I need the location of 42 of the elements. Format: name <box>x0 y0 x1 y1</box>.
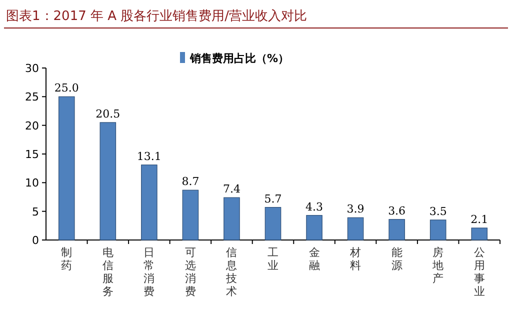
bar <box>141 164 158 240</box>
bar <box>471 228 488 240</box>
x-tick-label: 日常消费 <box>144 246 155 298</box>
x-tick-label: 能源 <box>391 246 402 272</box>
text: 25.0 <box>54 82 79 95</box>
text: 20.5 <box>96 107 120 120</box>
x-tick-label: 公用事业 <box>474 246 485 298</box>
y-tick-label: 5 <box>32 205 39 218</box>
text: 13.1 <box>136 150 162 163</box>
y-tick-label: 20 <box>25 119 39 132</box>
x-tick-label: 房地产 <box>432 246 444 285</box>
y-tick-label: 15 <box>25 148 39 161</box>
x-tick-label: 电信服务 <box>102 246 114 298</box>
text: 3.6 <box>388 204 406 218</box>
text: 8.7 <box>182 175 200 188</box>
x-tick-label: 信息技术 <box>225 246 238 298</box>
bar <box>430 220 446 240</box>
bar <box>347 217 364 240</box>
text: 5.7 <box>264 192 282 206</box>
y-tick-label: 25 <box>25 90 39 104</box>
bar <box>100 122 116 240</box>
chart-title: 图表1：2017 年 A 股各行业销售费用/营业收入对比 <box>6 9 308 24</box>
text: 4.3 <box>306 200 324 214</box>
x-tick-label: 工业 <box>268 246 278 272</box>
text: 2.1 <box>470 212 488 226</box>
x-tick-label: 可选消费 <box>184 246 196 298</box>
x-tick-label: 制药 <box>61 246 72 272</box>
text: 3.9 <box>346 202 364 216</box>
bar <box>388 219 405 240</box>
bar <box>224 197 240 240</box>
text: 7.4 <box>222 182 240 196</box>
bar <box>264 207 282 240</box>
bar <box>182 190 199 240</box>
text: 3.5 <box>429 204 447 218</box>
bar <box>306 215 322 240</box>
legend-label: 销售费用占比（%） <box>189 52 290 65</box>
x-tick-label: 金融 <box>308 246 320 272</box>
y-tick-label: 30 <box>25 62 39 75</box>
y-tick-label: 10 <box>25 176 39 190</box>
x-tick-label: 材料 <box>349 246 362 272</box>
bar <box>58 96 75 240</box>
y-tick-label: 0 <box>32 234 39 247</box>
